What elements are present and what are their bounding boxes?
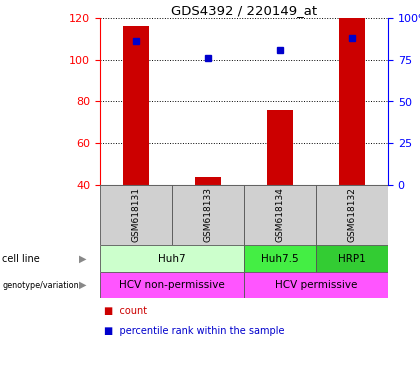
Bar [195, 177, 220, 185]
Bar [244, 185, 316, 245]
Text: HRP1: HRP1 [338, 253, 366, 263]
Bar [123, 26, 149, 185]
Bar [100, 272, 244, 298]
Text: ▶: ▶ [79, 253, 87, 263]
Bar [268, 110, 293, 185]
Text: Huh7: Huh7 [158, 253, 186, 263]
Bar [339, 18, 365, 185]
Text: cell line: cell line [2, 253, 40, 263]
Title: GDS4392 / 220149_at: GDS4392 / 220149_at [171, 4, 317, 17]
Bar [172, 185, 244, 245]
Bar [244, 245, 316, 272]
Text: GSM618134: GSM618134 [276, 187, 284, 242]
Text: ■  percentile rank within the sample: ■ percentile rank within the sample [104, 326, 285, 336]
Text: GSM618133: GSM618133 [204, 187, 213, 243]
Bar [100, 185, 172, 245]
Bar [316, 245, 388, 272]
Text: GSM618131: GSM618131 [131, 187, 141, 243]
Bar [244, 272, 388, 298]
Text: ▶: ▶ [79, 280, 87, 290]
Text: Huh7.5: Huh7.5 [261, 253, 299, 263]
Text: ■  count: ■ count [104, 306, 147, 316]
Text: genotype/variation: genotype/variation [2, 280, 79, 290]
Bar [316, 185, 388, 245]
Text: HCV permissive: HCV permissive [275, 280, 357, 290]
Text: GSM618132: GSM618132 [347, 187, 357, 242]
Text: HCV non-permissive: HCV non-permissive [119, 280, 225, 290]
Bar [100, 245, 244, 272]
